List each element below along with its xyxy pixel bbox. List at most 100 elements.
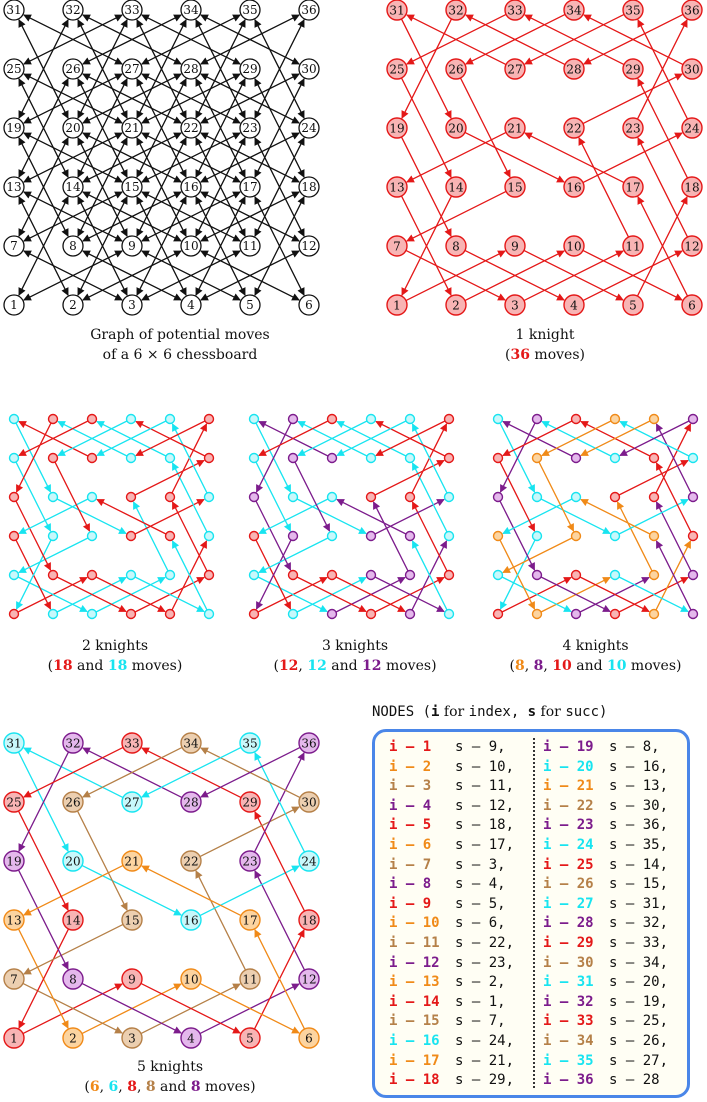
caption-tail: moves) (381, 658, 437, 674)
move-arrow (637, 196, 689, 297)
square-node-9: 9 (504, 235, 526, 257)
caption-one: 1 knight (36 moves) (395, 325, 695, 365)
three-knights-diagram (248, 413, 455, 620)
node-row: i – 15 s – 7, (389, 1012, 514, 1032)
square-label: 21 (124, 121, 139, 135)
square-label: 15 (507, 180, 522, 194)
square-node-23 (164, 491, 176, 503)
node-row: i – 17 s – 21, (389, 1052, 514, 1072)
move-arrow (18, 751, 70, 852)
move-arrow (95, 576, 166, 613)
square-node-22: 22 (563, 117, 585, 139)
node-row: i – 22 s – 30, (543, 797, 668, 817)
move-arrow (336, 420, 407, 457)
caption-five: 5 knights (6, 6, 8, 8 and 8 moves) (10, 1057, 330, 1097)
square-node-22: 22 (180, 117, 202, 139)
paren: ( (47, 658, 54, 674)
node-index: i – 1 (389, 739, 432, 755)
square-label: 6 (688, 298, 696, 312)
move-arrow (655, 540, 692, 611)
square-node-31: 31 (3, 0, 25, 21)
node-succ: s – 14, (609, 856, 669, 873)
square-label: 7 (10, 239, 18, 253)
square-label: 25 (6, 795, 21, 809)
square-node-15 (570, 530, 582, 542)
move-arrow (171, 462, 208, 533)
square-label: 30 (301, 795, 316, 809)
square-label: 12 (684, 239, 699, 253)
caption-one-line2: (36 moves) (395, 345, 695, 365)
move-arrow (134, 498, 205, 535)
square-label: 2 (69, 298, 77, 312)
four-knights-diagram (492, 413, 699, 620)
square-node-13: 13 (386, 176, 408, 198)
square-node-11 (648, 569, 660, 581)
node-index: i – 7 (389, 856, 432, 873)
move-arrow (254, 752, 306, 853)
square-label: 36 (301, 3, 316, 17)
node-succ: s – 33, (609, 934, 669, 951)
move-arrow (655, 501, 692, 572)
move-arrow (56, 498, 127, 535)
node-index: i – 12 (389, 954, 440, 971)
square-node-36: 36 (681, 0, 703, 21)
square-node-22 (609, 491, 621, 503)
move-arrow (141, 746, 242, 798)
square-label: 14 (448, 180, 464, 194)
node-index: i – 14 (389, 993, 440, 1010)
node-row: i – 16 s – 24, (389, 1032, 514, 1052)
node-succ: s – 31, (609, 895, 669, 912)
node-succ: s – 10, (455, 758, 515, 775)
node-row: i – 35 s – 27, (543, 1052, 668, 1072)
move-arrow (195, 870, 247, 971)
square-node-28 (125, 452, 137, 464)
square-node-6: 6 (298, 1027, 320, 1049)
move-arrow (464, 249, 565, 301)
move-arrow (82, 746, 183, 798)
node-row: i – 11 s – 22, (389, 934, 514, 954)
square-node-31 (492, 413, 504, 425)
square-node-16: 16 (180, 176, 202, 198)
square-label: 6 (305, 298, 313, 312)
caption-four-line1: 4 knights (562, 638, 629, 654)
square-node-7: 7 (3, 235, 25, 257)
square-label: 35 (242, 3, 257, 17)
node-row: i – 29 s – 33, (543, 934, 668, 954)
square-node-1 (8, 608, 20, 620)
move-count: 10 (607, 658, 627, 674)
caption-tail: moves) (127, 658, 183, 674)
square-node-28: 28 (180, 58, 202, 80)
square-label: 8 (69, 239, 77, 253)
square-node-12: 12 (681, 235, 703, 257)
square-label: 5 (246, 298, 254, 312)
move-arrow (524, 13, 625, 65)
square-node-2: 2 (62, 1027, 84, 1049)
square-node-19: 19 (3, 850, 25, 872)
square-node-1: 1 (3, 1027, 25, 1049)
square-node-33 (86, 413, 98, 425)
square-label: 3 (511, 298, 519, 312)
node-succ: s – 34, (609, 954, 669, 971)
node-index: i – 36 (543, 1072, 594, 1089)
move-count: 10 (552, 658, 572, 674)
node-row: i – 21 s – 13, (543, 777, 668, 797)
square-node-6 (687, 608, 699, 620)
square-label: 19 (389, 121, 404, 135)
title-part: for (536, 704, 566, 720)
square-node-33 (570, 413, 582, 425)
square-node-36 (203, 413, 215, 425)
square-label: 17 (625, 180, 640, 194)
move-arrow (76, 810, 128, 911)
square-node-27 (326, 452, 338, 464)
square-label: 16 (183, 180, 198, 194)
square-label: 32 (65, 3, 80, 17)
move-arrow (135, 420, 206, 457)
square-node-11: 11 (622, 235, 644, 257)
square-label: 29 (242, 62, 257, 76)
square-label: 13 (6, 913, 21, 927)
square-label: 27 (124, 795, 139, 809)
move-arrow (502, 420, 573, 457)
move-arrow (81, 982, 182, 1034)
node-index: i – 35 (543, 1052, 594, 1069)
node-index: i – 24 (543, 836, 594, 853)
